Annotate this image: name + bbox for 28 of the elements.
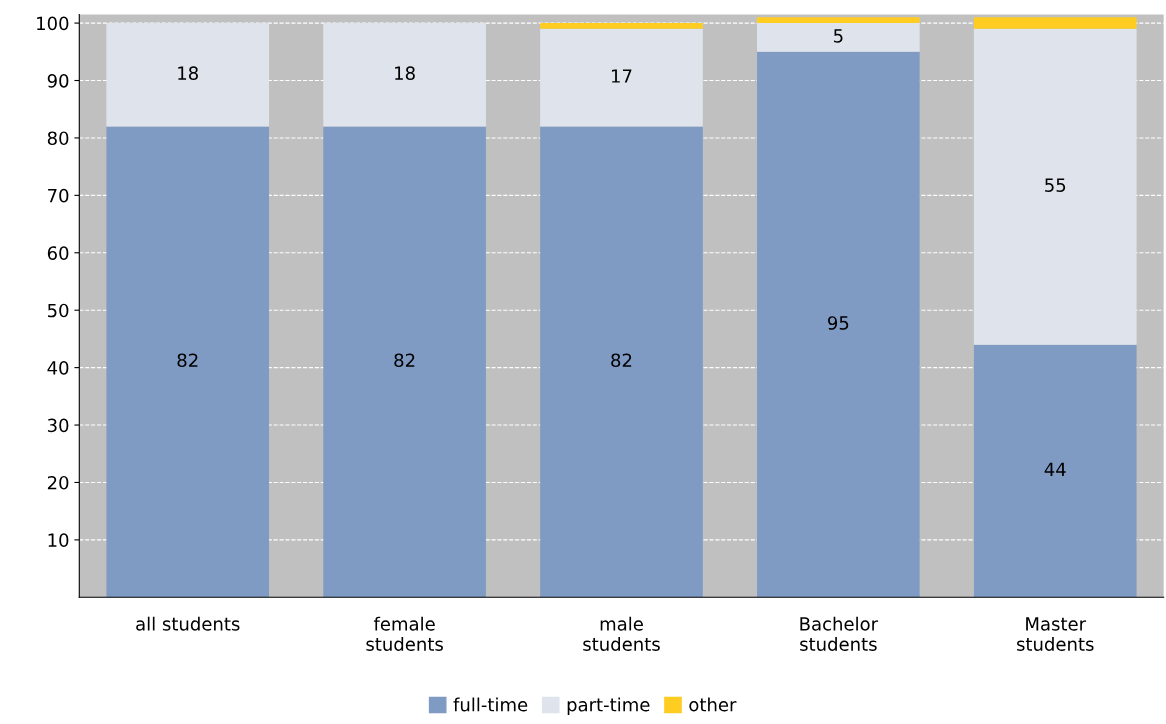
y-tick-label: 80 [47, 131, 69, 146]
data-label: 82 [611, 353, 632, 368]
legend-label: full-time [453, 697, 528, 712]
y-tick-label: 30 [47, 418, 69, 433]
data-label: 18 [178, 66, 198, 81]
data-label: 18 [395, 66, 415, 81]
y-tick-label: 50 [47, 303, 69, 318]
x-tick-label: male students [583, 616, 660, 651]
x-tick-label: female students [366, 616, 443, 651]
x-tick-label: all students [136, 616, 240, 631]
x-tick-label: Bachelor students [800, 616, 879, 651]
data-label: 95 [828, 316, 849, 330]
data-label: 82 [177, 353, 198, 368]
x-tick-label: Master students [1017, 617, 1094, 651]
data-label: 55 [1045, 178, 1066, 192]
y-tick-label: 40 [47, 361, 69, 375]
y-tick-label: 10 [48, 533, 69, 547]
data-label: 5 [834, 29, 843, 43]
y-tick-label: 60 [47, 246, 69, 260]
legend-label: other [689, 697, 737, 712]
data-label: 82 [394, 353, 415, 368]
y-tick-label: 90 [47, 73, 69, 88]
data-label: 44 [1044, 462, 1066, 476]
y-tick-label: 100 [37, 16, 69, 31]
legend-label: part-time [567, 697, 650, 715]
y-tick-label: 20 [47, 475, 69, 490]
data-label: 17 [611, 69, 632, 83]
y-tick-label: 70 [48, 188, 69, 203]
